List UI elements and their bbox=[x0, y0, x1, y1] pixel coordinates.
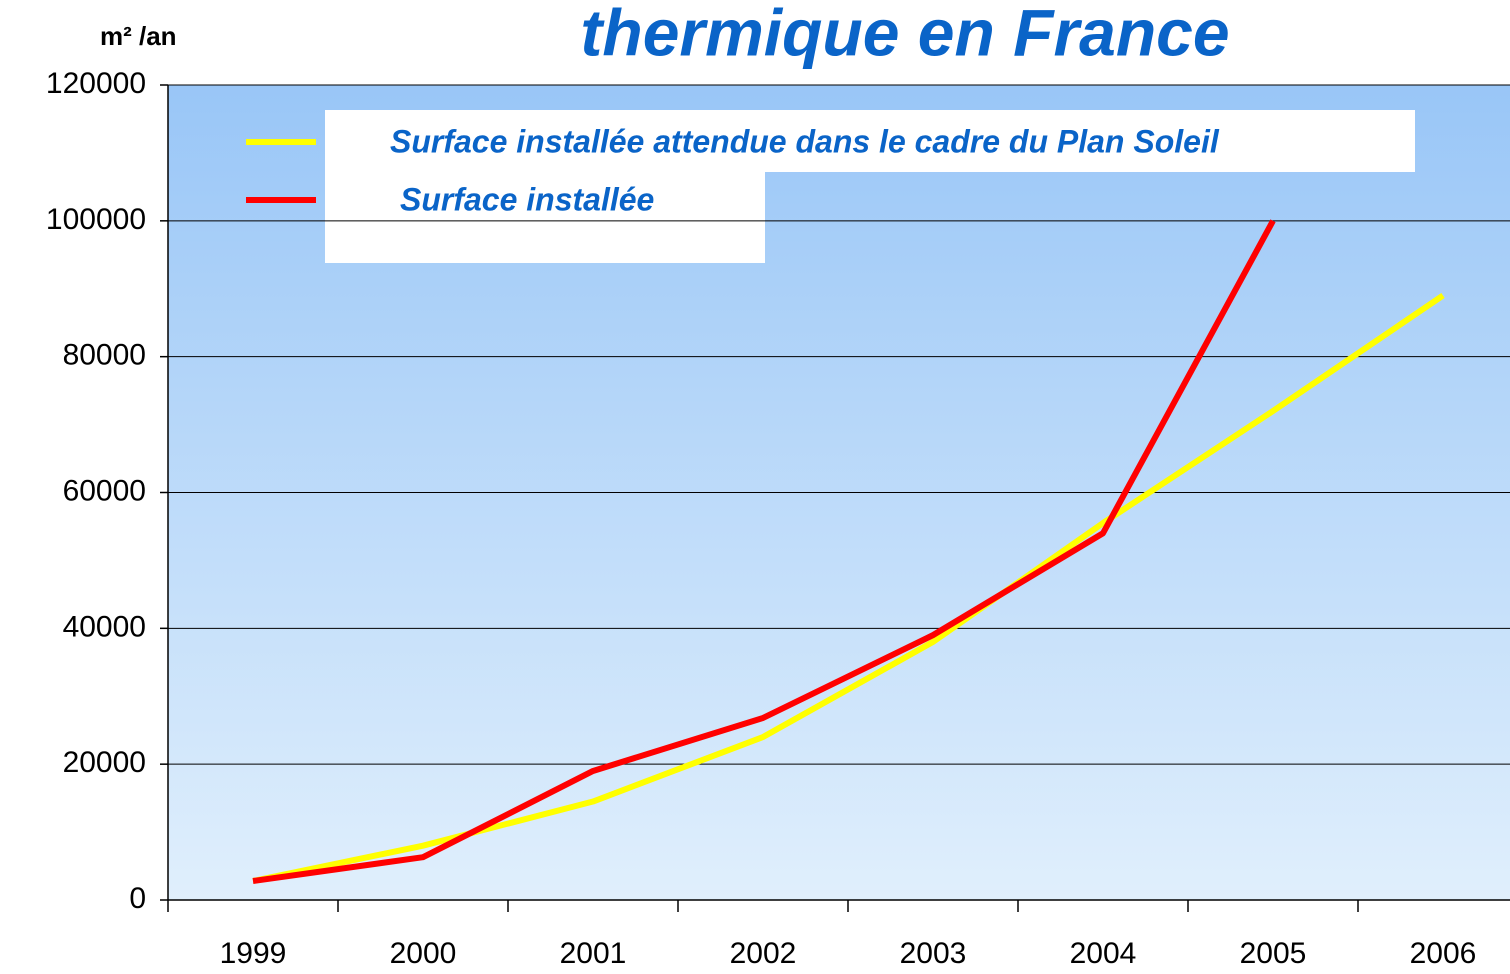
y-tick-label: 60000 bbox=[63, 474, 146, 507]
x-tick-label: 2003 bbox=[900, 937, 967, 970]
legend-box bbox=[325, 110, 1415, 172]
x-tick-label: 2006 bbox=[1410, 937, 1477, 970]
x-tick-label: 2002 bbox=[730, 937, 797, 970]
x-tick-label: 2004 bbox=[1070, 937, 1137, 970]
chart-title: thermique en France bbox=[580, 0, 1229, 69]
x-tick-label: 2005 bbox=[1240, 937, 1307, 970]
y-tick-label: 40000 bbox=[63, 610, 146, 643]
series-line bbox=[252, 293, 1445, 884]
y-tick-label: 0 bbox=[129, 882, 146, 915]
legend-label: Surface installée attendue dans le cadre… bbox=[390, 123, 1220, 159]
y-tick-label: 20000 bbox=[63, 746, 146, 779]
legend bbox=[325, 110, 1415, 263]
legend-box bbox=[325, 172, 765, 263]
y-tick-label: 120000 bbox=[46, 67, 146, 100]
y-tick-label: 100000 bbox=[46, 203, 146, 236]
x-tick-label: 1999 bbox=[220, 937, 287, 970]
series-line bbox=[252, 219, 1276, 884]
y-axis-label: m² /an bbox=[100, 21, 177, 51]
y-tick-label: 80000 bbox=[63, 339, 146, 372]
x-tick-label: 2000 bbox=[390, 937, 457, 970]
x-tick-label: 2001 bbox=[560, 937, 627, 970]
legend-label: Surface installée bbox=[400, 181, 654, 217]
